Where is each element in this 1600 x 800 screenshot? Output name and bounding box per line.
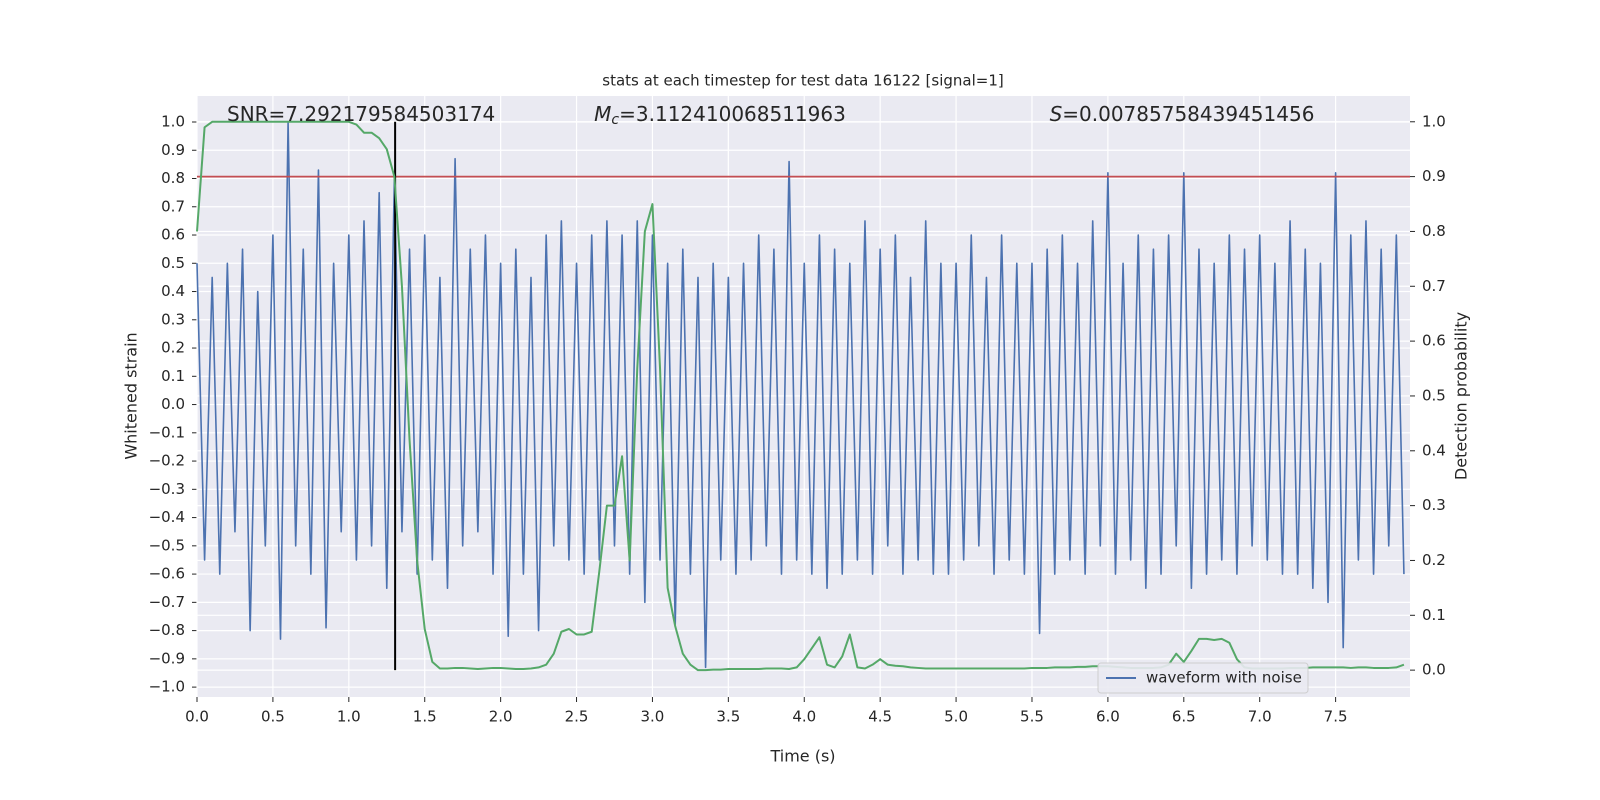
annotation: S=0.00785758439451456 [1050, 102, 1315, 126]
y-tick-label: −0.4 [149, 508, 185, 526]
x-tick-label: 3.5 [716, 708, 740, 726]
y2-tick-label: 0.5 [1422, 386, 1446, 404]
y-tick-label: −0.6 [149, 565, 185, 583]
x-tick-label: 1.5 [413, 708, 437, 726]
annotation-text: =0.00785758439451456 [1062, 102, 1314, 126]
y2-tick-label: 0.1 [1422, 606, 1446, 624]
x-axis-label: Time (s) [769, 747, 835, 766]
probability-line [196, 120, 1405, 672]
x-tick-label: 4.0 [792, 708, 816, 726]
legend-box [1097, 662, 1309, 694]
y2-tick-label: 1.0 [1422, 112, 1446, 130]
y-tick-label: 0.4 [161, 282, 185, 300]
x-tick-label: 0.0 [185, 708, 209, 726]
x-tick-label: 7.0 [1248, 708, 1272, 726]
y-tick-label: −1.0 [149, 678, 185, 696]
waveform-line [196, 121, 1405, 669]
x-tick-label: 6.0 [1096, 708, 1120, 726]
y-tick-label: −0.8 [149, 621, 185, 639]
y2-tick-label: 0.9 [1422, 167, 1446, 185]
y-tick-label: 0.9 [161, 141, 185, 159]
y-tick-label: −0.2 [149, 452, 185, 470]
x-tick-label: 7.5 [1324, 708, 1348, 726]
annotation-symbol: S [1050, 102, 1063, 126]
y2-tick-label: 0.3 [1422, 496, 1446, 514]
y-tick-label: 0.8 [161, 169, 185, 187]
x-tick-label: 2.5 [565, 708, 589, 726]
y2-tick-label: 0.8 [1422, 222, 1446, 240]
x-tick-label: 3.0 [641, 708, 665, 726]
annotation: Mc=3.112410068511963 [594, 102, 846, 129]
annotation: SNR=7.292179584503174 [227, 102, 495, 126]
y-axis-label: Whitened strain [122, 332, 141, 459]
y-tick-label: 0.5 [161, 254, 185, 272]
y2-axis-label: Detection probability [1452, 312, 1471, 480]
y-tick-label: 0.7 [161, 197, 185, 215]
y-tick-label: 0.1 [161, 367, 185, 385]
y-tick-label: 0.6 [161, 226, 185, 244]
y-tick-label: −0.5 [149, 536, 185, 554]
x-tick-label: 5.0 [944, 708, 968, 726]
y-tick-label: 0.3 [161, 310, 185, 328]
y2-tick-label: 0.2 [1422, 551, 1446, 569]
x-tick-label: 4.5 [868, 708, 892, 726]
y-tick-label: 1.0 [161, 112, 185, 130]
x-tick-label: 1.0 [337, 708, 361, 726]
legend-label: waveform with noise [1146, 669, 1302, 687]
y-tick-label: −0.9 [149, 649, 185, 667]
y2-tick-label: 0.4 [1422, 441, 1446, 459]
y-tick-label: −0.1 [149, 423, 185, 441]
y-tick-label: −0.7 [149, 593, 185, 611]
chart-title: stats at each timestep for test data 161… [602, 72, 1003, 90]
x-tick-label: 6.5 [1172, 708, 1196, 726]
annotation-symbol: M [594, 102, 611, 126]
y2-tick-label: 0.7 [1422, 277, 1446, 295]
annotation-text: =3.112410068511963 [619, 102, 846, 126]
x-tick-label: 5.5 [1020, 708, 1044, 726]
y2-tick-label: 0.0 [1422, 661, 1446, 679]
y-tick-label: 0.0 [161, 395, 185, 413]
y-tick-label: 0.2 [161, 339, 185, 357]
x-tick-label: 2.0 [489, 708, 513, 726]
y-tick-label: −0.3 [149, 480, 185, 498]
annotation-subscript: c [611, 112, 619, 128]
x-tick-label: 0.5 [261, 708, 285, 726]
y2-tick-label: 0.6 [1422, 332, 1446, 350]
annotation-text: SNR=7.292179584503174 [227, 102, 495, 126]
